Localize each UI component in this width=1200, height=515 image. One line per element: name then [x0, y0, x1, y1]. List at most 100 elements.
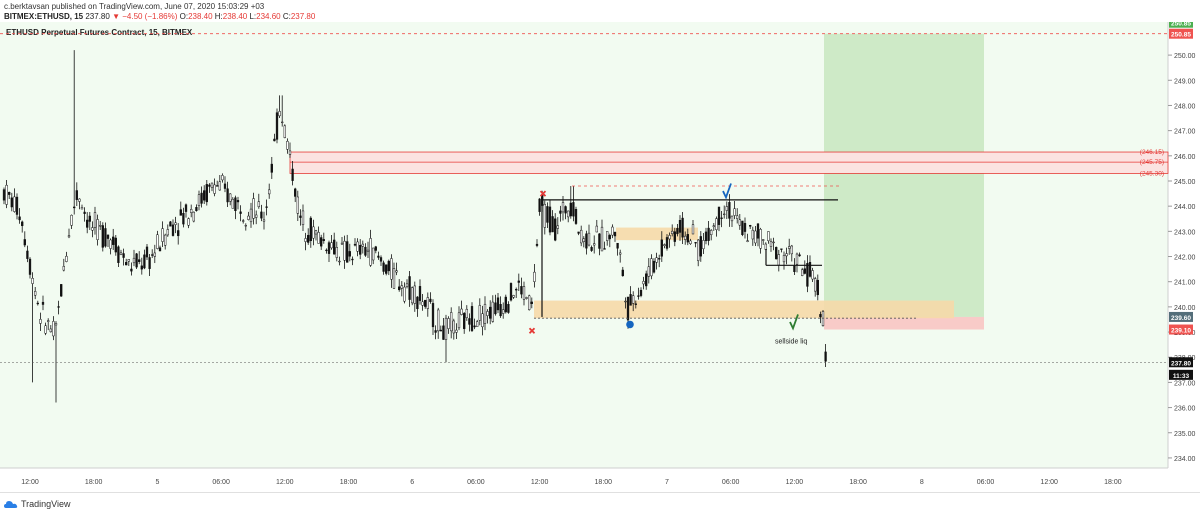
- tradingview-logo[interactable]: TradingView: [4, 499, 71, 509]
- candle-body: [242, 220, 245, 222]
- candle-body: [691, 224, 695, 235]
- candle-body: [650, 258, 653, 277]
- candle-body: [252, 198, 255, 219]
- candle-body: [585, 233, 588, 249]
- candle-body: [723, 213, 726, 216]
- y-tick-label: 235.00: [1174, 431, 1196, 438]
- candle-body: [112, 236, 115, 245]
- candle-body: [574, 208, 578, 224]
- candle-body: [405, 283, 409, 287]
- last-price: 237.80: [85, 12, 110, 21]
- candle-body: [169, 221, 172, 227]
- sellside-liq-annotation: sellside liq: [775, 338, 807, 345]
- candle-body: [31, 278, 34, 284]
- candle-body: [452, 320, 455, 334]
- candle-body: [525, 297, 528, 299]
- candle-body: [281, 121, 284, 124]
- supply-zone: [289, 151, 1169, 174]
- candle-body: [80, 207, 84, 210]
- chart-header: c.berktavsan published on TradingView.co…: [0, 0, 1200, 22]
- candle-body: [278, 111, 281, 117]
- candle-body: [395, 270, 398, 273]
- checkmark-green-icon: [789, 314, 799, 331]
- candle-body: [561, 202, 565, 213]
- candle-body: [379, 257, 383, 262]
- candle-body: [762, 239, 765, 241]
- candle-body: [502, 309, 505, 314]
- candle-body: [595, 225, 598, 233]
- candle-body: [730, 215, 734, 222]
- candle-body: [637, 295, 640, 297]
- candle-body: [676, 228, 679, 235]
- candle-body: [247, 215, 250, 220]
- candle-body: [138, 259, 141, 262]
- price-label-text: 239.60: [1171, 315, 1191, 322]
- candle-body: [366, 249, 370, 252]
- candle-body: [689, 240, 692, 245]
- symbol-name[interactable]: BITMEX:ETHUSD, 15: [4, 12, 84, 21]
- candle-body: [161, 228, 164, 242]
- candle-body: [65, 255, 68, 262]
- target-top-box: [1169, 22, 1193, 28]
- candle-body: [426, 297, 429, 309]
- low-label: L:: [249, 12, 257, 21]
- candle-body: [587, 232, 591, 246]
- candle-body: [255, 214, 258, 218]
- candle-body: [109, 239, 112, 249]
- candle-body: [720, 217, 723, 219]
- candle-body: [824, 351, 827, 362]
- candle-body: [486, 311, 489, 316]
- candle-body: [421, 301, 424, 306]
- candle-body: [361, 243, 364, 247]
- candle-body: [699, 236, 702, 257]
- candle-body: [166, 229, 169, 236]
- candle-body: [413, 285, 416, 304]
- candle-body: [710, 230, 713, 236]
- high-value: 238.40: [222, 12, 248, 21]
- candle-body: [299, 215, 302, 218]
- candle-body: [429, 298, 432, 302]
- candle-body: [268, 189, 271, 195]
- candle-body: [223, 183, 227, 189]
- chart-title: ETHUSD Perpetual Futures Contract, 15, B…: [6, 28, 193, 37]
- candle-body: [645, 273, 648, 287]
- candle-body: [333, 239, 336, 255]
- x-tick-label: 06:00: [977, 479, 995, 486]
- x-tick-label: 18:00: [595, 479, 613, 486]
- candle-body: [733, 208, 736, 216]
- candle-body: [304, 238, 307, 242]
- candle-body: [54, 323, 58, 326]
- candlestick-chart[interactable]: ETHUSD Perpetual Futures Contract, 15, B…: [0, 22, 1200, 492]
- candle-body: [444, 317, 448, 340]
- low-value: 234.60: [256, 12, 281, 21]
- loss-zone: [824, 316, 984, 330]
- candle-body: [132, 257, 136, 264]
- price-label-box: [1169, 357, 1193, 368]
- candle-body: [476, 321, 479, 327]
- candle-body: [145, 246, 149, 258]
- candle-body: [465, 308, 468, 318]
- candle-body: [52, 321, 55, 337]
- candle-body: [226, 188, 229, 203]
- candle-body: [416, 296, 419, 310]
- time-axis-ticks: 12:00 18:00 5 06:00 12:00 18:00 6 06:00 12:00 18:…: [21, 479, 1122, 486]
- candle-body: [470, 306, 474, 331]
- candle-body: [801, 269, 804, 276]
- candles: [2, 50, 827, 403]
- candle-body: [619, 252, 622, 255]
- price-label-box: [1169, 369, 1193, 380]
- candle-body: [686, 234, 689, 243]
- candle-body: [387, 260, 390, 272]
- chart-area[interactable]: ETHUSD Perpetual Futures Contract, 15, B…: [0, 22, 1200, 492]
- candle-body: [343, 240, 346, 261]
- candle-body: [707, 227, 710, 241]
- candle-body: [104, 228, 107, 247]
- candle-body: [390, 258, 393, 280]
- cross-marker-bottom: [528, 327, 536, 334]
- drawing-zones: [289, 33, 1169, 330]
- candle-body: [803, 268, 806, 274]
- candle-body: [244, 225, 247, 227]
- candle-body: [190, 209, 193, 213]
- candle-body: [473, 325, 476, 328]
- candle-body: [489, 306, 492, 319]
